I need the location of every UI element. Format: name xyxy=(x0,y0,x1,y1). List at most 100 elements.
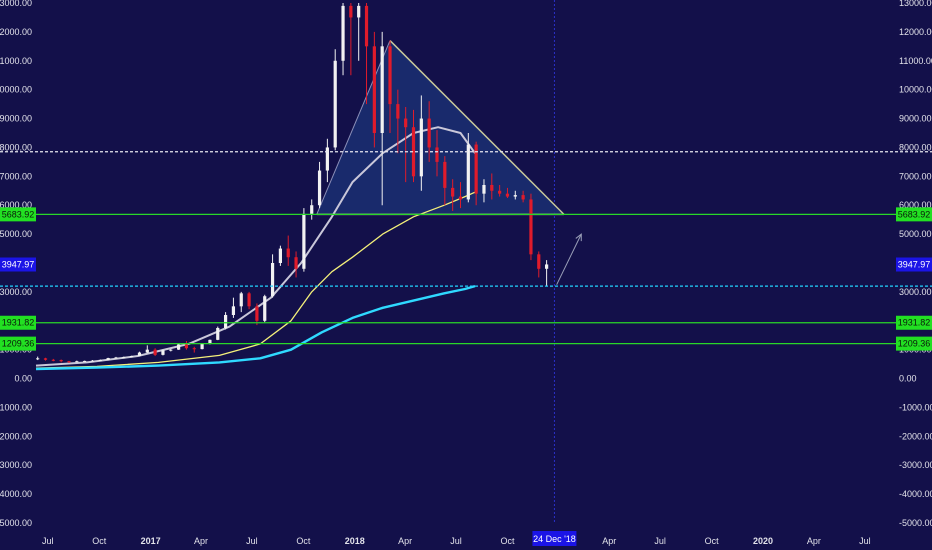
x-tick-label: 2017 xyxy=(141,536,161,546)
candle-body xyxy=(286,248,290,258)
candle-body xyxy=(59,360,63,362)
y-tick-label-right: -4000.00 xyxy=(899,489,932,499)
y-tick-label-right: 10000.00 xyxy=(899,85,932,95)
candle-body xyxy=(153,349,157,355)
candle-body xyxy=(372,46,376,134)
candle-body xyxy=(216,328,220,340)
y-tick-label-left: 9000.00 xyxy=(0,114,32,124)
projection-arrow-head xyxy=(575,233,582,242)
level-support-1-label-right: 1931.82 xyxy=(898,318,931,328)
triangle-right-edge xyxy=(389,40,565,215)
candle-body xyxy=(36,358,40,360)
level-neckline-label-left: 5683.92 xyxy=(2,209,35,219)
candle-body xyxy=(90,360,95,362)
x-tick-label: Apr xyxy=(602,536,616,546)
candle-body xyxy=(411,127,416,177)
x-tick-label: Apr xyxy=(398,536,412,546)
x-tick-label: Jul xyxy=(450,536,462,546)
y-tick-label-left: 12000.00 xyxy=(0,27,32,37)
y-tick-label-left: 11000.00 xyxy=(0,56,32,66)
candle-body xyxy=(75,361,79,363)
candle-body xyxy=(169,349,173,351)
candle-body xyxy=(310,205,314,214)
candle-body xyxy=(357,5,361,18)
candle-body xyxy=(419,118,423,177)
y-tick-label-right: 0.00 xyxy=(899,374,917,384)
candle-body xyxy=(474,144,478,194)
y-tick-label-left: -3000.00 xyxy=(0,460,32,470)
y-tick-label-right: -1000.00 xyxy=(899,402,932,412)
y-tick-label-left: -2000.00 xyxy=(0,431,32,441)
level-support-2-label-right: 1209.36 xyxy=(898,339,931,349)
candle-body xyxy=(145,349,149,353)
candle-body xyxy=(255,306,259,321)
y-tick-label-left: -4000.00 xyxy=(0,489,32,499)
candle-body xyxy=(177,344,181,350)
candle-body xyxy=(364,5,369,47)
candle-body xyxy=(223,315,228,328)
candle-body xyxy=(482,185,486,194)
candle-body xyxy=(325,147,329,171)
level-neckline-tag-left xyxy=(0,207,36,222)
x-tick-label: Jul xyxy=(654,536,666,546)
candle-body xyxy=(67,361,71,363)
candle-body xyxy=(537,254,541,269)
candle-body xyxy=(458,196,463,200)
x-tick-label: Apr xyxy=(807,536,821,546)
y-tick-label-right: 12000.00 xyxy=(899,27,932,37)
y-tick-label-right: -2000.00 xyxy=(899,431,932,441)
last-price-tag-right xyxy=(896,257,932,272)
x-tick-label: Jul xyxy=(246,536,258,546)
y-tick-label-right: 7000.00 xyxy=(899,171,932,181)
level-support-2-tag-right xyxy=(896,336,932,351)
candle-body xyxy=(435,147,439,162)
candle-body xyxy=(106,358,110,361)
y-tick-label-left: 5000.00 xyxy=(0,229,32,239)
candle-body xyxy=(490,185,494,191)
candle-body xyxy=(51,359,55,361)
last-price-tag-left xyxy=(0,257,36,272)
candle-body xyxy=(341,5,345,61)
y-tick-label-left: -1000.00 xyxy=(0,402,32,412)
x-tick-label: Jul xyxy=(859,536,871,546)
y-tick-label-left: 8000.00 xyxy=(0,142,32,152)
y-tick-label-right: 11000.00 xyxy=(899,56,932,66)
y-tick-label-left: 10000.00 xyxy=(0,85,32,95)
level-support-2-label-left: 1209.36 xyxy=(2,339,35,349)
candle-body xyxy=(317,170,322,206)
candle-body xyxy=(192,348,196,350)
candle-body xyxy=(513,195,517,197)
projection-arrow-shaft xyxy=(556,233,582,285)
candle-body xyxy=(294,257,298,269)
candle-body xyxy=(208,339,212,344)
y-tick-label-right: 3000.00 xyxy=(899,287,932,297)
y-tick-label-right: 9000.00 xyxy=(899,114,932,124)
candle-body xyxy=(231,306,236,315)
candle-body xyxy=(239,293,243,307)
candle-body xyxy=(114,357,118,359)
candle-body xyxy=(498,190,502,194)
y-tick-label-right: 6000.00 xyxy=(899,200,932,210)
candle-body xyxy=(466,144,470,200)
candle-body xyxy=(83,360,87,362)
candle-body xyxy=(443,161,447,188)
y-tick-label-left: 13000.00 xyxy=(0,0,32,8)
candle-body xyxy=(380,46,384,134)
x-tick-label: Oct xyxy=(500,536,515,546)
level-neckline-tag-right xyxy=(896,207,932,222)
candle-body xyxy=(122,357,126,359)
candle-body xyxy=(521,195,525,200)
candle-body xyxy=(161,350,165,355)
level-support-1-label-left: 1931.82 xyxy=(2,318,35,328)
x-tick-label: 2018 xyxy=(345,536,365,546)
y-tick-label-left: 3000.00 xyxy=(0,287,32,297)
candle-body xyxy=(333,60,337,148)
moving-average-yellow xyxy=(35,191,476,369)
candle-body xyxy=(130,356,134,358)
candle-body xyxy=(247,293,251,307)
candle-body xyxy=(529,199,533,255)
level-support-1-tag-right xyxy=(896,315,932,330)
candle-body xyxy=(396,104,400,119)
